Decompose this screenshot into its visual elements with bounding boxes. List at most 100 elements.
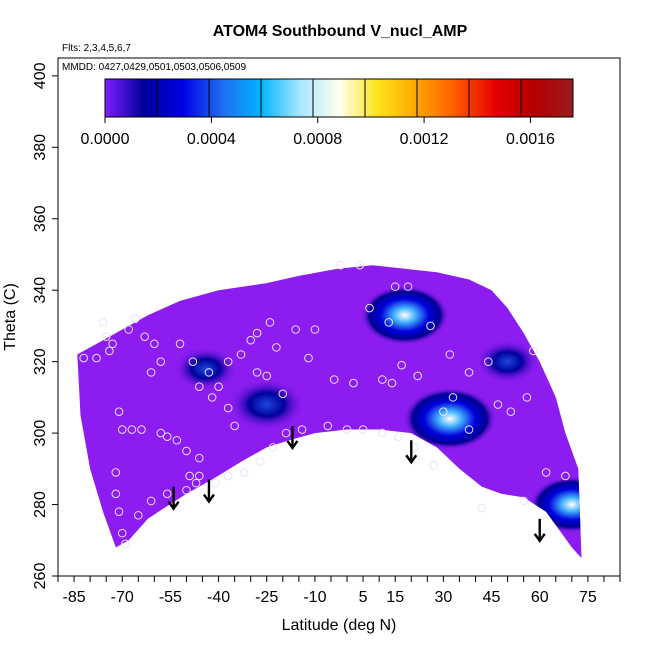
observation-point xyxy=(323,421,333,431)
colorbar-bar xyxy=(104,78,574,118)
observation-point xyxy=(464,368,474,377)
x-axis-label: Latitude (deg N) xyxy=(282,617,397,634)
observation-point xyxy=(146,368,156,377)
observation-point xyxy=(448,393,458,402)
heatmap-features xyxy=(174,285,582,533)
observation-point xyxy=(223,357,233,366)
x-tick-label: -55 xyxy=(159,589,182,606)
observation-point xyxy=(528,346,538,356)
heatmap-domain xyxy=(77,265,582,559)
observation-point xyxy=(150,339,159,349)
observation-point xyxy=(506,407,516,416)
observation-point xyxy=(162,489,172,499)
x-tick-label: -85 xyxy=(62,589,85,606)
observation-point xyxy=(464,425,474,434)
observation-point xyxy=(256,457,265,466)
y-tick-label: 340 xyxy=(32,277,49,304)
colorbar-ticks: 0.0000 0.0004 0.0008 0.0012 0.0016 xyxy=(81,117,555,148)
observation-point xyxy=(188,357,198,366)
observation-point xyxy=(172,435,182,445)
observation-point xyxy=(156,428,166,438)
observation-point xyxy=(272,343,281,352)
observation-point xyxy=(281,428,291,438)
colorbar-dividers xyxy=(156,79,522,117)
observation-point xyxy=(297,425,307,434)
observation-point xyxy=(211,478,220,488)
observation-point xyxy=(329,375,339,384)
observation-point xyxy=(519,496,528,506)
x-tick-label: 15 xyxy=(386,589,404,606)
observation-point xyxy=(130,314,140,324)
flights-label: Flts: 2,3,4,5,6,7 xyxy=(62,43,131,54)
y-tick-label: 320 xyxy=(32,348,49,375)
observation-point xyxy=(214,382,223,391)
observation-point xyxy=(477,503,487,513)
observation-point xyxy=(156,357,166,366)
observation-point xyxy=(403,282,413,291)
observation-point xyxy=(146,496,156,506)
observation-point xyxy=(121,539,130,549)
colorbar-tick-label: 0.0012 xyxy=(400,131,449,148)
observation-point xyxy=(182,485,191,495)
observation-point xyxy=(185,471,194,481)
observation-point xyxy=(429,460,439,470)
x-tick-label: 60 xyxy=(531,589,549,606)
observation-point xyxy=(133,510,143,520)
observation-point xyxy=(111,468,121,477)
x-tick-label: 5 xyxy=(359,589,368,606)
observation-point xyxy=(304,353,313,363)
observation-point xyxy=(195,382,204,391)
observation-point xyxy=(236,350,246,359)
x-axis: -85 -70 -55 -40 -25 -10 5 15 30 45 60 75 xyxy=(57,576,621,606)
observation-point xyxy=(390,282,400,291)
x-tick-label: -10 xyxy=(303,589,326,606)
y-tick-label: 400 xyxy=(32,62,49,89)
observation-point xyxy=(92,353,101,363)
flight-arrows xyxy=(167,425,546,543)
observation-point xyxy=(105,346,114,356)
observation-point xyxy=(426,321,435,331)
x-tick-label: 75 xyxy=(579,589,597,606)
observation-point xyxy=(252,328,262,338)
chart-title: ATOM4 Southbound V_nucl_AMP xyxy=(213,23,468,40)
observation-point xyxy=(384,318,394,327)
observation-point xyxy=(387,378,397,388)
y-axis: 260 280 300 320 340 360 380 400 xyxy=(32,62,58,589)
observation-point xyxy=(239,468,249,477)
plot-frame xyxy=(57,57,621,577)
observation-point xyxy=(111,489,121,499)
x-tick-label: -70 xyxy=(111,589,134,606)
observation-point xyxy=(268,443,278,452)
observation-point xyxy=(137,425,146,434)
flight-arrow xyxy=(286,425,299,451)
observation-point xyxy=(114,507,124,516)
observation-point xyxy=(79,353,88,363)
x-tick-label: -40 xyxy=(207,589,230,606)
colorbar-tick-label: 0.0004 xyxy=(187,131,236,148)
observation-point xyxy=(378,375,387,384)
observation-points xyxy=(79,260,570,549)
observation-point xyxy=(195,453,204,463)
observation-point xyxy=(191,478,201,488)
observation-point xyxy=(223,403,233,413)
observation-point xyxy=(397,360,406,370)
heatmap-feature-0 xyxy=(174,347,238,391)
observation-point xyxy=(207,393,217,402)
observation-point xyxy=(336,260,345,270)
colorbar-tick-label: 0.0008 xyxy=(293,131,342,148)
observation-point xyxy=(252,368,262,377)
x-tick-label: 45 xyxy=(483,589,501,606)
observation-point xyxy=(310,325,320,334)
observation-point xyxy=(522,393,532,402)
y-axis-label: Theta (C) xyxy=(2,283,19,351)
observation-point xyxy=(445,350,455,359)
observation-point xyxy=(101,332,111,341)
heatmap-field xyxy=(77,265,582,559)
flight-arrow xyxy=(533,518,546,543)
observation-point xyxy=(278,389,288,399)
x-tick-label: 30 xyxy=(434,589,452,606)
observation-point xyxy=(117,528,127,538)
observation-point xyxy=(195,471,204,481)
observation-point xyxy=(204,368,214,377)
heatmap-feature-5 xyxy=(529,476,582,533)
